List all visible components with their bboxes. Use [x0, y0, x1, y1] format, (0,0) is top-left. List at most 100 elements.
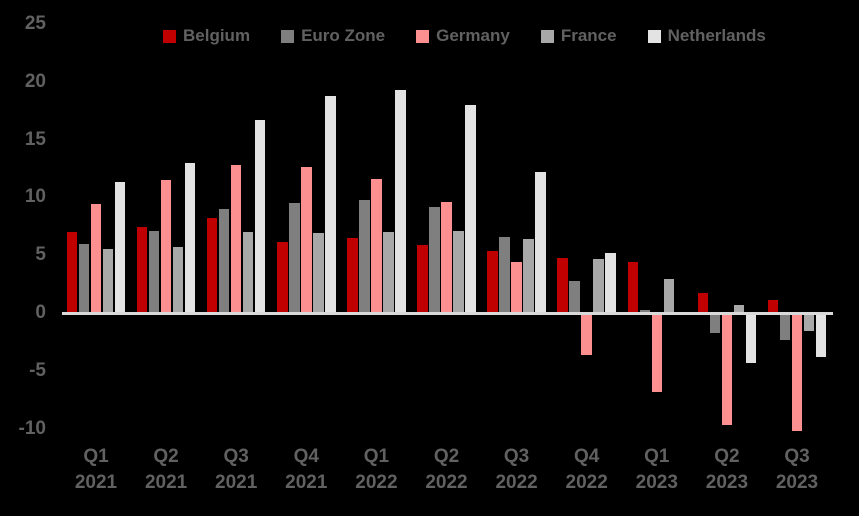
legend-label-germany: Germany — [436, 26, 510, 45]
x-axis-label-year: 2021 — [215, 472, 258, 493]
bar-belgium-q3-2021 — [206, 218, 218, 313]
bar-france-q3-2021 — [242, 232, 254, 313]
legend-swatch-netherlands — [647, 29, 661, 43]
x-axis-label-year: 2023 — [705, 472, 749, 493]
legend-label-euro-zone: Euro Zone — [301, 26, 386, 45]
x-axis-label-year: 2022 — [565, 472, 608, 493]
bar-germany-q2-2022 — [441, 202, 452, 313]
bar-germany-q3-2023 — [791, 313, 803, 431]
x-axis-label-quarter: Q1 — [83, 446, 109, 467]
legend-swatch-belgium — [163, 29, 176, 43]
x-axis-label: Q4 2021 — [258, 444, 354, 496]
bar-germany-q3-2022 — [511, 262, 522, 313]
x-axis-label: Q3 2023 — [749, 444, 845, 496]
bar-euro-zone-q4-2022 — [569, 280, 580, 313]
bar-germany-q1-2023 — [651, 313, 663, 392]
bar-belgium-q4-2021 — [277, 242, 288, 313]
x-axis-label: Q2 2022 — [399, 444, 495, 496]
zero-axis-line — [62, 311, 833, 315]
x-axis-label: Q1 2021 — [48, 444, 144, 496]
bar-belgium-q4-2022 — [557, 257, 568, 313]
bar-euro-zone-q1-2023 — [639, 309, 651, 313]
x-axis-label: Q2 2023 — [679, 444, 775, 496]
bar-france-q2-2021 — [172, 247, 184, 313]
bar-belgium-q2-2023 — [697, 293, 709, 313]
x-axis-label-year: 2021 — [144, 472, 188, 493]
bar-france-q2-2023 — [733, 304, 745, 313]
bar-netherlands-q1-2022 — [395, 89, 406, 313]
bar-france-q4-2022 — [593, 258, 604, 313]
y-axis-tick-label: 10 — [24, 186, 46, 208]
legend-item-germany: Germany — [416, 26, 510, 46]
x-axis-label-quarter: Q4 — [293, 446, 319, 467]
y-axis-tick-label: 20 — [24, 70, 46, 92]
bar-euro-zone-q2-2022 — [429, 206, 440, 313]
y-axis-tick-label: -10 — [18, 417, 46, 439]
bar-euro-zone-q2-2023 — [709, 313, 721, 333]
bar-netherlands-q4-2021 — [325, 95, 336, 313]
x-axis-label: Q3 2021 — [188, 444, 284, 496]
legend-item-belgium: Belgium — [163, 26, 250, 46]
bar-belgium-q1-2022 — [347, 237, 358, 313]
x-axis-label-quarter: Q3 — [223, 446, 249, 467]
bar-france-q1-2023 — [663, 279, 675, 313]
bar-netherlands-q3-2022 — [535, 171, 546, 313]
x-axis-label-year: 2022 — [425, 472, 468, 493]
legend-swatch-euro-zone — [281, 29, 295, 43]
bar-france-q2-2022 — [453, 230, 464, 313]
x-axis-label-quarter: Q1 — [363, 446, 390, 467]
bar-euro-zone-q1-2021 — [78, 243, 90, 313]
x-axis-label-year: 2022 — [495, 472, 538, 493]
bar-germany-q1-2022 — [371, 178, 382, 313]
x-axis-label-quarter: Q2 — [433, 446, 460, 467]
legend-label-netherlands: Netherlands — [667, 26, 766, 45]
bar-netherlands-q2-2021 — [184, 162, 196, 313]
legend-label-belgium: Belgium — [183, 26, 251, 45]
legend-label-france: France — [560, 26, 617, 45]
bar-euro-zone-q3-2023 — [779, 313, 791, 340]
bar-euro-zone-q3-2021 — [218, 208, 230, 313]
y-axis-tick-label: 0 — [35, 302, 46, 323]
bar-france-q3-2022 — [523, 239, 534, 313]
bar-euro-zone-q1-2022 — [359, 199, 370, 313]
y-axis-tick-label: 5 — [35, 244, 46, 266]
x-axis-label-year: 2023 — [635, 472, 678, 493]
bar-france-q3-2023 — [803, 313, 815, 332]
bar-euro-zone-q4-2021 — [289, 203, 300, 313]
x-axis-label: Q1 2022 — [328, 444, 424, 496]
legend-item-netherlands: Netherlands — [647, 26, 766, 46]
bar-belgium-q2-2022 — [417, 244, 428, 313]
bar-belgium-q2-2021 — [136, 227, 148, 313]
x-axis-label-year: 2022 — [355, 472, 398, 493]
x-axis-label-year: 2021 — [285, 472, 328, 493]
bar-netherlands-q3-2023 — [815, 313, 827, 357]
bar-netherlands-q2-2023 — [745, 313, 757, 363]
bar-netherlands-q1-2021 — [114, 182, 126, 313]
bar-euro-zone-q3-2022 — [499, 236, 510, 313]
x-axis-label-year: 2023 — [775, 472, 819, 493]
x-axis-label: Q2 2021 — [118, 444, 214, 496]
legend: Belgium Euro Zone Germany France Netherl… — [163, 26, 766, 46]
x-axis-label: Q3 2022 — [469, 444, 565, 496]
bar-belgium-q1-2021 — [66, 232, 78, 313]
bar-germany-q1-2021 — [90, 204, 102, 313]
x-axis-label-quarter: Q4 — [574, 446, 600, 467]
x-axis-label: Q1 2023 — [609, 444, 705, 496]
y-axis-tick-label: 15 — [24, 128, 46, 150]
bar-germany-q4-2022 — [581, 313, 592, 355]
bar-france-q4-2021 — [313, 233, 324, 313]
bar-belgium-q1-2023 — [627, 262, 639, 313]
x-axis-label-quarter: Q2 — [153, 446, 179, 467]
bar-germany-q2-2023 — [721, 313, 733, 426]
x-axis-label: Q4 2022 — [539, 444, 635, 496]
x-axis-label-year: 2021 — [74, 472, 118, 493]
x-axis-label-quarter: Q3 — [503, 446, 530, 467]
y-axis-tick-label: 25 — [24, 13, 46, 34]
bar-germany-q2-2021 — [160, 180, 172, 313]
bar-belgium-q3-2023 — [767, 300, 779, 313]
bar-netherlands-q2-2022 — [465, 104, 476, 313]
legend-swatch-france — [540, 29, 554, 43]
bar-france-q1-2021 — [102, 249, 114, 313]
y-axis-tick-label: -5 — [29, 359, 46, 381]
